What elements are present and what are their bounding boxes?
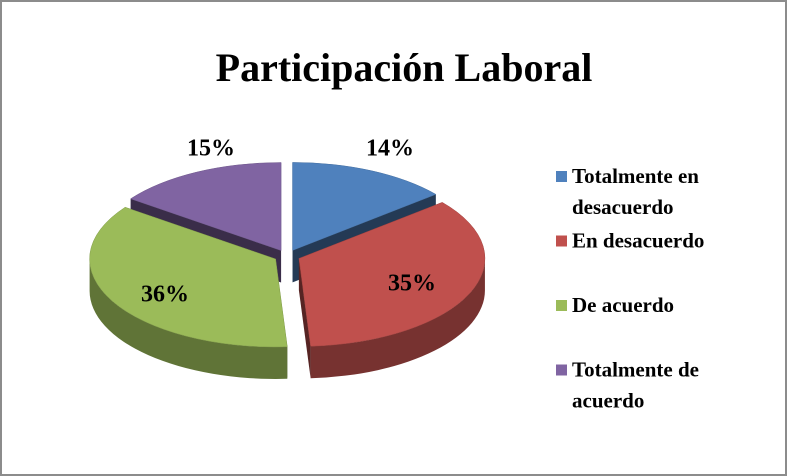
- legend-label: De acuerdo: [572, 293, 674, 317]
- data-label: 36%: [141, 282, 189, 308]
- legend-swatch: [556, 300, 567, 311]
- slice-wall: [298, 258, 311, 379]
- legend-label: Totalmente en desacuerdo: [572, 164, 704, 219]
- legend-swatch: [556, 171, 567, 182]
- legend-label: Totalmente de acuerdo: [572, 357, 704, 412]
- legend-label: En desacuerdo: [572, 228, 704, 252]
- data-label: 35%: [388, 271, 436, 297]
- slice: [89, 206, 288, 379]
- data-label: 15%: [187, 136, 235, 162]
- slice: [298, 202, 486, 379]
- slice-side: [310, 258, 485, 379]
- slice-top: [130, 162, 282, 251]
- slice-side: [89, 258, 288, 379]
- chart-title: Participación Laboral: [216, 45, 593, 90]
- legend-swatch: [556, 364, 567, 376]
- slice-top: [292, 162, 437, 251]
- legend-swatch: [556, 235, 567, 247]
- data-label: 14%: [366, 136, 414, 162]
- slice-top: [298, 202, 486, 347]
- slice-top: [89, 206, 288, 348]
